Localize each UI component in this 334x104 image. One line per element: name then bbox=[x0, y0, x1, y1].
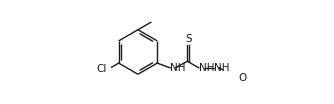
Text: Cl: Cl bbox=[97, 64, 107, 74]
Text: NH: NH bbox=[214, 63, 229, 73]
Text: NH: NH bbox=[199, 63, 214, 73]
Text: O: O bbox=[238, 73, 247, 83]
Text: NH: NH bbox=[170, 63, 186, 73]
Text: S: S bbox=[185, 34, 191, 44]
